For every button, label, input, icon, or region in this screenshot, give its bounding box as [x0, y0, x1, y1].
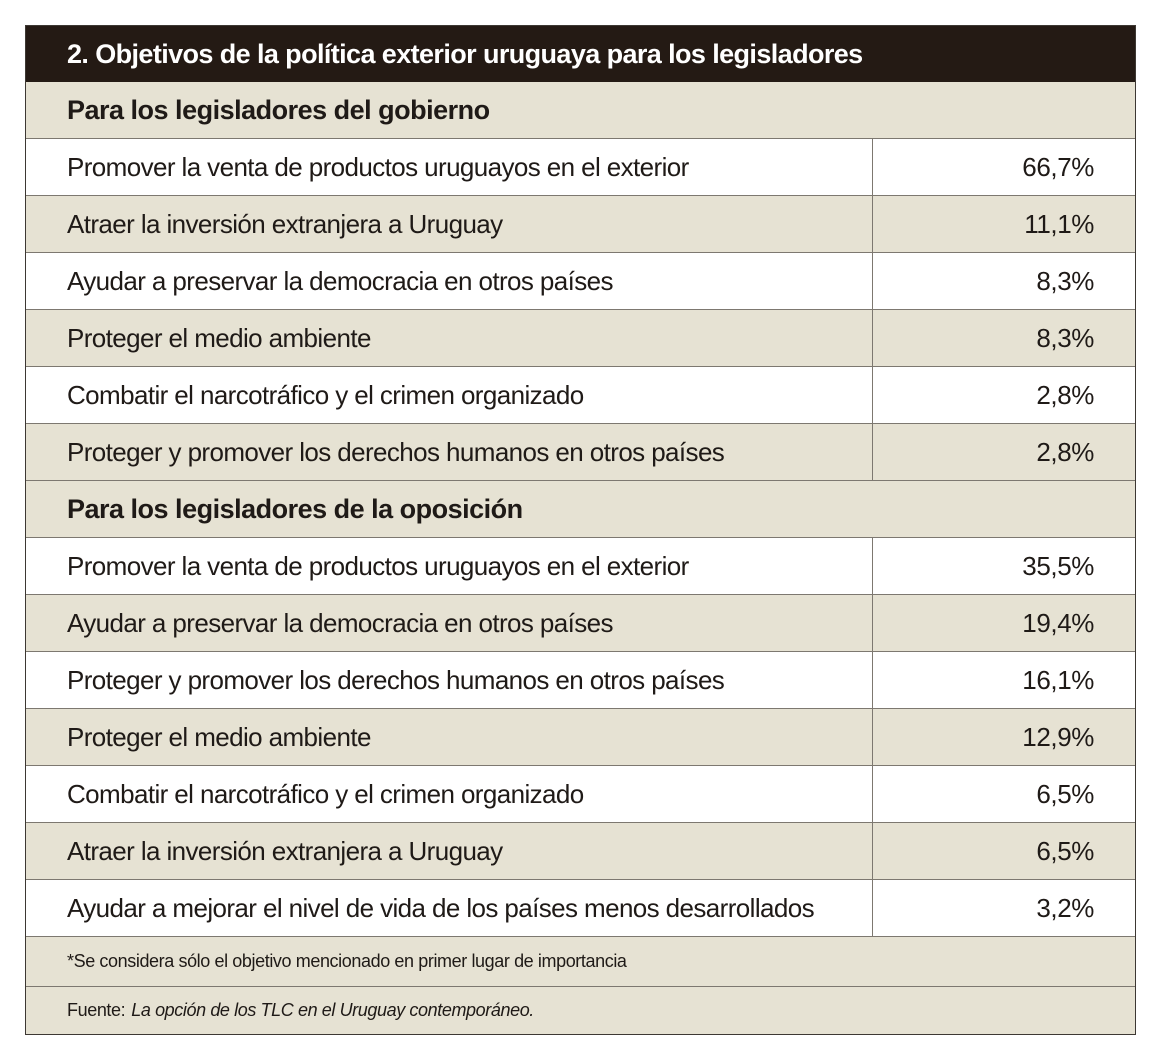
- table-row: Proteger y promover los derechos humanos…: [26, 652, 1135, 709]
- table-row: Proteger y promover los derechos humanos…: [26, 424, 1135, 481]
- row-value: 35,5%: [1022, 550, 1094, 581]
- row-value: 66,7%: [1022, 151, 1094, 182]
- row-value: 19,4%: [1022, 607, 1094, 638]
- table-row: Ayudar a preservar la democracia en otro…: [26, 253, 1135, 310]
- table-row: Ayudar a mejorar el nivel de vida de los…: [26, 880, 1135, 937]
- footnote: *Se considera sólo el objetivo mencionad…: [26, 937, 1135, 987]
- table-row: Ayudar a preservar la democracia en otro…: [26, 595, 1135, 652]
- row-value: 8,3%: [1036, 322, 1094, 353]
- objectives-table: 2. Objetivos de la política exterior uru…: [25, 25, 1136, 1035]
- row-label: Combatir el narcotráfico y el crimen org…: [26, 367, 873, 423]
- row-value: 6,5%: [1036, 778, 1094, 809]
- row-value: 16,1%: [1022, 664, 1094, 695]
- section-header-gobierno: Para los legisladores del gobierno: [26, 82, 1135, 139]
- row-label: Ayudar a preservar la democracia en otro…: [26, 595, 873, 651]
- row-label: Proteger y promover los derechos humanos…: [26, 424, 873, 480]
- row-label: Proteger el medio ambiente: [26, 310, 873, 366]
- table-row: Promover la venta de productos uruguayos…: [26, 538, 1135, 595]
- table-row: Proteger el medio ambiente 12,9%: [26, 709, 1135, 766]
- row-label: Combatir el narcotráfico y el crimen org…: [26, 766, 873, 822]
- row-value: 8,3%: [1036, 265, 1094, 296]
- row-value: 12,9%: [1022, 721, 1094, 752]
- row-label: Promover la venta de productos uruguayos…: [26, 139, 873, 195]
- row-label: Proteger y promover los derechos humanos…: [26, 652, 873, 708]
- row-label: Atraer la inversión extranjera a Uruguay: [26, 823, 873, 879]
- row-value: 2,8%: [1036, 379, 1094, 410]
- row-label: Atraer la inversión extranjera a Uruguay: [26, 196, 873, 252]
- row-label: Ayudar a preservar la democracia en otro…: [26, 253, 873, 309]
- source-line: Fuente: La opción de los TLC en el Urugu…: [26, 987, 1135, 1034]
- table-row: Combatir el narcotráfico y el crimen org…: [26, 367, 1135, 424]
- table-row: Proteger el medio ambiente 8,3%: [26, 310, 1135, 367]
- table-row: Atraer la inversión extranjera a Uruguay…: [26, 823, 1135, 880]
- row-value: 2,8%: [1036, 436, 1094, 467]
- table-row: Promover la venta de productos uruguayos…: [26, 139, 1135, 196]
- row-label: Ayudar a mejorar el nivel de vida de los…: [26, 880, 873, 936]
- section-header-oposicion: Para los legisladores de la oposición: [26, 481, 1135, 538]
- row-label: Proteger el medio ambiente: [26, 709, 873, 765]
- row-value: 11,1%: [1024, 208, 1094, 239]
- row-value: 3,2%: [1036, 892, 1094, 923]
- table-row: Combatir el narcotráfico y el crimen org…: [26, 766, 1135, 823]
- table-title: 2. Objetivos de la política exterior uru…: [26, 26, 1135, 82]
- row-value: 6,5%: [1036, 835, 1094, 866]
- source-title: La opción de los TLC en el Uruguay conte…: [131, 1000, 534, 1020]
- table-row: Atraer la inversión extranjera a Uruguay…: [26, 196, 1135, 253]
- source-label: Fuente:: [67, 1000, 126, 1020]
- row-label: Promover la venta de productos uruguayos…: [26, 538, 873, 594]
